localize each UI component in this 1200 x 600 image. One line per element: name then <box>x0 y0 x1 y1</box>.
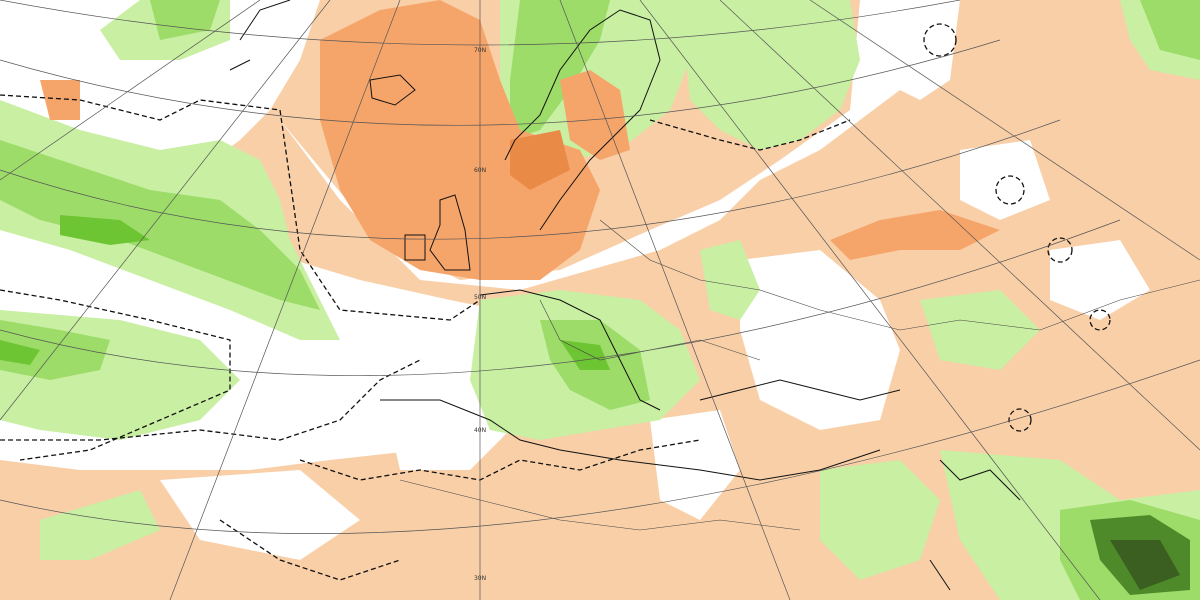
dashed-contours <box>0 23 1111 581</box>
coastlines <box>229 0 1200 591</box>
latitude-label: 50N <box>474 294 486 301</box>
graticule-labels: 70N 60N 50N 40N 30N <box>474 47 486 582</box>
latitude-label: 40N <box>474 427 486 434</box>
dark-green-areas <box>0 215 1190 595</box>
latitude-label: 60N <box>474 167 486 174</box>
latitude-label: 70N <box>474 47 486 54</box>
latitude-label: 30N <box>474 575 486 582</box>
